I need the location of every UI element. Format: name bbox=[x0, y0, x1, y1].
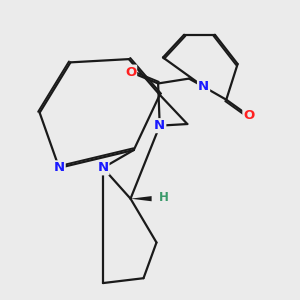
Text: O: O bbox=[125, 66, 136, 79]
Text: N: N bbox=[98, 161, 109, 174]
Text: O: O bbox=[243, 110, 255, 122]
Text: N: N bbox=[154, 119, 165, 132]
Text: N: N bbox=[198, 80, 209, 93]
Polygon shape bbox=[130, 196, 152, 201]
Text: H: H bbox=[159, 190, 169, 204]
Text: N: N bbox=[54, 161, 65, 174]
